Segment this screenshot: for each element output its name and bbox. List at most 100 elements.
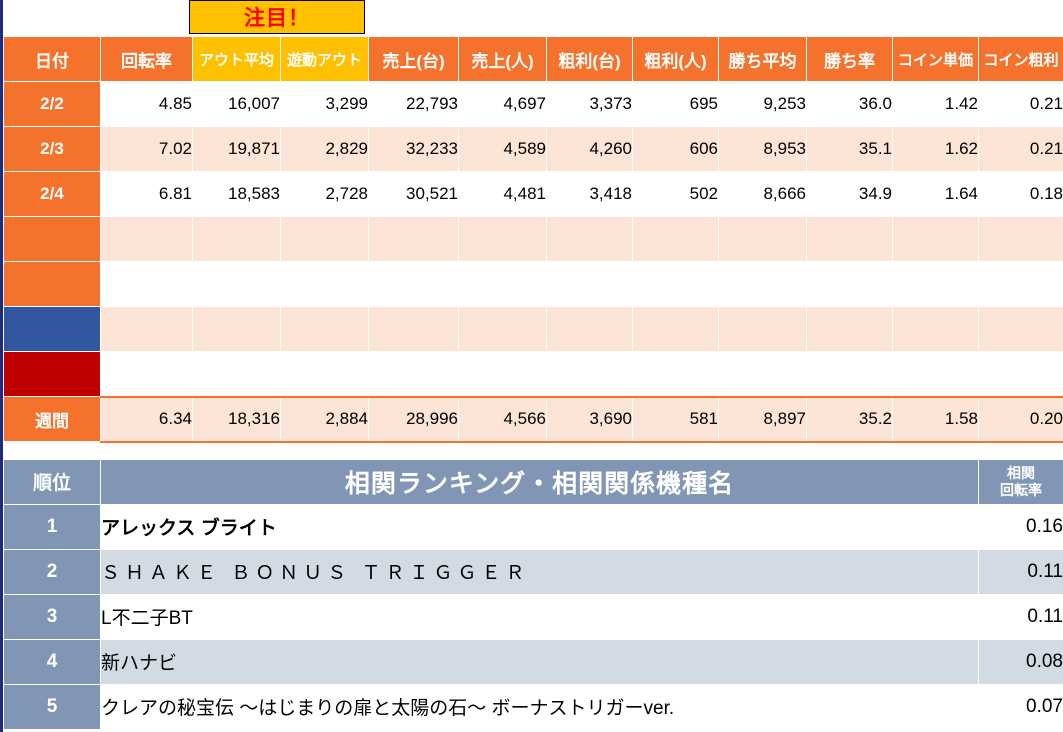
col-header-coin-profit: コイン粗利: [978, 36, 1063, 82]
stat-cell: [368, 261, 459, 307]
stat-cell: [978, 261, 1063, 307]
stat-cell: 16,007: [192, 81, 281, 127]
stat-cell: [806, 306, 893, 352]
date-cell: [3, 261, 101, 307]
date-cell: [3, 216, 101, 262]
stat-cell: [192, 261, 281, 307]
stat-cell: [192, 306, 281, 352]
stat-cell: 18,583: [192, 171, 281, 217]
stat-cell: [280, 351, 369, 397]
weekly-stat-cell: 1.58: [892, 395, 979, 443]
rank-number: 1: [3, 503, 101, 550]
stat-cell: [632, 216, 719, 262]
stat-cell: [458, 351, 547, 397]
machine-name[interactable]: クレアの秘宝伝 〜はじまりの扉と太陽の石〜 ボーナストリガーver.: [100, 683, 979, 730]
stat-cell: [546, 261, 633, 307]
col-header-rotation: 回転率: [100, 36, 193, 82]
correlation-value: 0.07: [978, 683, 1063, 730]
machine-name[interactable]: 新ハナビ: [100, 638, 979, 685]
stat-cell: [368, 216, 459, 262]
stat-cell: 4,589: [458, 126, 547, 172]
stats-body: 2/2 4.85 16,007 3,299 22,793 4,697 3,373 695 9,2…: [3, 81, 1063, 443]
date-cell: [3, 306, 101, 352]
table-row: 2/2 4.85 16,007 3,299 22,793 4,697 3,373 695 9,2…: [3, 81, 1063, 127]
stat-cell: 2,829: [280, 126, 369, 172]
table-row: [3, 216, 1063, 262]
list-item[interactable]: 2 ＳＨＡＫＥ ＢＯＮＵＳ ＴＲＩＧＧＥＲ 0.11: [3, 548, 1063, 595]
stat-cell: [632, 261, 719, 307]
stat-cell: 6.81: [100, 171, 193, 217]
stat-cell: [192, 216, 281, 262]
stat-cell: 502: [632, 171, 719, 217]
list-item[interactable]: 5 クレアの秘宝伝 〜はじまりの扉と太陽の石〜 ボーナストリガーver. 0.07: [3, 683, 1063, 730]
table-gap: [3, 442, 1063, 459]
stat-cell: 4.85: [100, 81, 193, 127]
list-item[interactable]: 1 アレックス ブライト 0.16: [3, 503, 1063, 550]
stat-cell: 32,233: [368, 126, 459, 172]
stat-cell: 8,666: [718, 171, 807, 217]
weekly-stat-cell: 4,566: [458, 395, 547, 443]
stat-cell: 19,871: [192, 126, 281, 172]
correlation-value: 0.16: [978, 503, 1063, 550]
stat-cell: 1.64: [892, 171, 979, 217]
banner-row: 注目！: [3, 0, 1063, 36]
date-cell: 2/4: [3, 171, 101, 217]
weekly-stat-cell: 35.2: [806, 395, 893, 443]
correlation-value: 0.08: [978, 638, 1063, 685]
ranking-body: 1 アレックス ブライト 0.16 2 ＳＨＡＫＥ ＢＯＮＵＳ ＴＲＩＧＧＥＲ 0.11 3…: [3, 503, 1063, 730]
stat-cell: [806, 261, 893, 307]
stat-cell: [368, 306, 459, 352]
rank-number: 4: [3, 638, 101, 685]
col-header-active-out: 遊動アウト: [280, 36, 369, 82]
col-header-profit-unit: 粗利(台): [546, 36, 633, 82]
stat-cell: 9,253: [718, 81, 807, 127]
col-header-out-average: アウト平均: [192, 36, 281, 82]
correlation-ranking-table: 順位 相関ランキング・相関関係機種名 相関 回転率 1 アレックス ブライト 0.1…: [3, 458, 1063, 730]
stat-cell: [892, 351, 979, 397]
col-header-sales-unit: 売上(台): [368, 36, 459, 82]
rank-number: 2: [3, 548, 101, 595]
stat-cell: [546, 351, 633, 397]
stat-cell: 1.62: [892, 126, 979, 172]
weekly-stat-cell: 581: [632, 395, 719, 443]
stat-cell: [632, 306, 719, 352]
machine-name[interactable]: アレックス ブライト: [100, 503, 979, 550]
stat-cell: [806, 216, 893, 262]
stat-cell: 2,728: [280, 171, 369, 217]
list-item[interactable]: 3 L不二子BT 0.11: [3, 593, 1063, 640]
table-row: 2/4 6.81 18,583 2,728 30,521 4,481 3,418 502 8,6…: [3, 171, 1063, 217]
machine-name[interactable]: ＳＨＡＫＥ ＢＯＮＵＳ ＴＲＩＧＧＥＲ: [100, 548, 979, 595]
stat-cell: [280, 216, 369, 262]
weekly-stat-cell: 8,897: [718, 395, 807, 443]
daily-stats-table: 日付 回転率 アウト平均 遊動アウト 売上(台) 売上(人) 粗利(台) 粗利(…: [3, 36, 1063, 443]
stat-cell: [458, 306, 547, 352]
weekly-total-row: 週間 6.34 18,316 2,884 28,996 4,566 3,690 581 8,89…: [3, 395, 1063, 443]
stat-cell: [978, 216, 1063, 262]
stat-cell: [100, 216, 193, 262]
stat-cell: 4,260: [546, 126, 633, 172]
ranking-header-row: 順位 相関ランキング・相関関係機種名 相関 回転率: [3, 458, 1063, 505]
machine-name[interactable]: L不二子BT: [100, 593, 979, 640]
attention-banner: 注目！: [189, 0, 365, 34]
stat-cell: [458, 216, 547, 262]
col-header-date: 日付: [3, 36, 101, 82]
stat-cell: 695: [632, 81, 719, 127]
stat-cell: 35.1: [806, 126, 893, 172]
stat-cell: [892, 261, 979, 307]
stat-cell: 4,697: [458, 81, 547, 127]
stat-cell: [546, 306, 633, 352]
stat-cell: 0.18: [978, 171, 1063, 217]
stat-cell: [978, 351, 1063, 397]
stat-cell: 606: [632, 126, 719, 172]
list-item[interactable]: 4 新ハナビ 0.08: [3, 638, 1063, 685]
table-row: [3, 351, 1063, 397]
stat-cell: 36.0: [806, 81, 893, 127]
stat-cell: [806, 351, 893, 397]
rank-number: 3: [3, 593, 101, 640]
stat-cell: [280, 261, 369, 307]
stat-cell: [458, 261, 547, 307]
col-header-correlation-rotation: 相関 回転率: [978, 458, 1063, 505]
stat-cell: [718, 216, 807, 262]
stat-cell: 34.9: [806, 171, 893, 217]
